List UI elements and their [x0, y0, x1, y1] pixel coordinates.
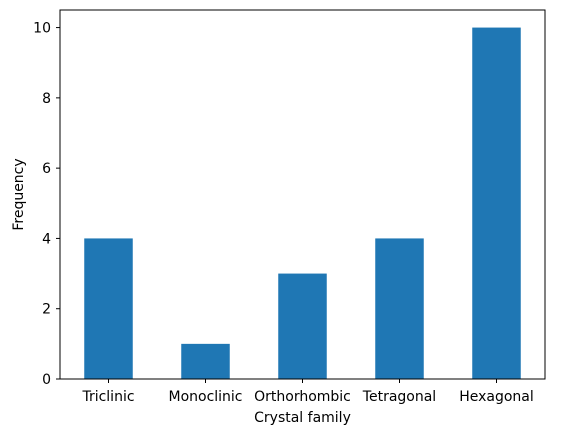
x-tick-label: Hexagonal	[459, 389, 534, 405]
bar-hexagonal	[472, 27, 521, 379]
y-tick-label: 2	[42, 302, 51, 318]
x-tick-label: Triclinic	[81, 389, 134, 405]
x-tick-label: Monoclinic	[168, 389, 242, 405]
y-tick-label: 10	[33, 21, 51, 37]
bar-monoclinic	[181, 343, 230, 379]
y-tick-label: 4	[42, 231, 51, 247]
y-axis-ticks: 0 2 4 6 8 10	[33, 21, 60, 388]
y-tick-label: 8	[42, 91, 51, 107]
bars-group	[84, 27, 521, 379]
x-tick-label: Orthorhombic	[254, 389, 351, 405]
y-tick-label: 6	[42, 161, 51, 177]
x-tick-label: Tetragonal	[362, 389, 436, 405]
bar-triclinic	[84, 238, 133, 379]
y-tick-label: 0	[42, 372, 51, 388]
x-axis-label: Crystal family	[254, 410, 351, 426]
y-axis-label: Frequency	[11, 158, 27, 230]
bar-orthorhombic	[278, 273, 327, 379]
bar-tetragonal	[375, 238, 424, 379]
x-axis-ticks: Triclinic Monoclinic Orthorhombic Tetragona…	[81, 379, 534, 405]
plot-frame	[59, 9, 546, 380]
